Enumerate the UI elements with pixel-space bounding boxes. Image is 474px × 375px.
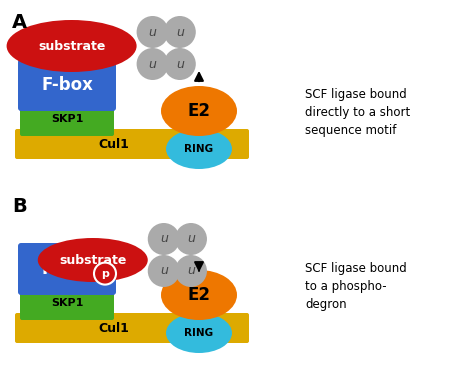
Text: RING: RING (184, 144, 214, 154)
Text: u: u (149, 57, 156, 70)
Circle shape (148, 223, 180, 255)
Text: A: A (12, 13, 27, 32)
Circle shape (164, 16, 196, 48)
Text: p: p (101, 268, 109, 279)
Text: u: u (187, 232, 195, 246)
Text: u: u (176, 26, 184, 39)
FancyBboxPatch shape (18, 243, 116, 295)
Ellipse shape (161, 86, 237, 136)
Text: F-box: F-box (41, 260, 93, 278)
Circle shape (175, 255, 207, 287)
Circle shape (175, 223, 207, 255)
Ellipse shape (161, 270, 237, 320)
Circle shape (164, 48, 196, 80)
Ellipse shape (7, 20, 137, 72)
Text: SCF ligase bound
directly to a short
sequence motif: SCF ligase bound directly to a short seq… (305, 88, 410, 137)
Text: u: u (160, 264, 168, 278)
Text: B: B (12, 197, 27, 216)
Text: Cul1: Cul1 (98, 138, 129, 150)
Text: SKP1: SKP1 (51, 298, 83, 308)
Circle shape (137, 48, 169, 80)
FancyBboxPatch shape (18, 59, 116, 111)
Text: substrate: substrate (38, 39, 105, 53)
Text: u: u (149, 26, 156, 39)
FancyBboxPatch shape (20, 102, 114, 136)
Text: Cul1: Cul1 (98, 321, 129, 334)
Text: RING: RING (184, 328, 214, 338)
Ellipse shape (166, 129, 232, 169)
Text: SCF ligase bound
to a phospho-
degron: SCF ligase bound to a phospho- degron (305, 262, 407, 311)
Text: u: u (160, 232, 168, 246)
Text: u: u (176, 57, 184, 70)
Text: E2: E2 (188, 102, 210, 120)
Circle shape (148, 255, 180, 287)
Circle shape (94, 262, 116, 285)
Ellipse shape (38, 238, 148, 282)
Text: E2: E2 (188, 286, 210, 304)
Circle shape (137, 16, 169, 48)
Text: SKP1: SKP1 (51, 114, 83, 124)
Text: u: u (187, 264, 195, 278)
Ellipse shape (166, 313, 232, 353)
FancyBboxPatch shape (15, 129, 249, 159)
Text: substrate: substrate (59, 254, 127, 267)
Text: F-box: F-box (41, 76, 93, 94)
FancyBboxPatch shape (20, 286, 114, 320)
FancyBboxPatch shape (15, 313, 249, 343)
